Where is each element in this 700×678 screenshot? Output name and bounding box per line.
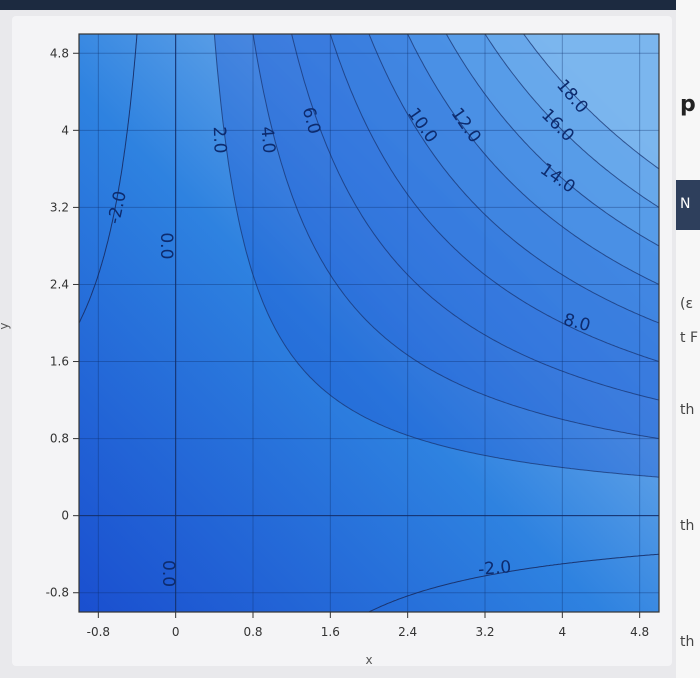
plot-border xyxy=(78,33,660,613)
right-page-strip: p N (ɛ t F th th th xyxy=(676,0,700,678)
contour-line xyxy=(484,34,659,208)
x-axis-label: x xyxy=(365,653,372,667)
contour-label: 0.0 xyxy=(156,232,176,259)
y-axis-label: y xyxy=(0,322,11,329)
contour-line xyxy=(252,34,659,440)
axis-ticks: -0.8 0 0.8 1.6 2.4 3.2 4 4.8 4.8 4 3.2 2.4 1.6 0.8 0 -0… xyxy=(46,46,650,639)
y-tick-label: -0.8 xyxy=(46,586,69,600)
contour-line xyxy=(445,34,659,247)
y-tick-label: 4.8 xyxy=(50,46,69,60)
contour-band xyxy=(485,34,659,208)
right-margin-text: th xyxy=(680,518,695,534)
x-tick-label: 3.2 xyxy=(475,625,494,639)
contour-line xyxy=(368,34,659,324)
y-tick-label: 3.2 xyxy=(50,200,69,214)
y-tick-label: 4 xyxy=(61,123,69,137)
right-margin-text: th xyxy=(680,634,695,650)
y-tick-label: 1.6 xyxy=(50,355,69,369)
contour-label: 4.0 xyxy=(256,126,278,155)
x-tick-label: 2.4 xyxy=(398,625,417,639)
contour-label: 2.0 xyxy=(209,126,230,154)
contour-line xyxy=(329,34,659,363)
right-margin-text: N xyxy=(680,196,691,212)
contour-band xyxy=(523,34,659,169)
x-tick-label: 0.8 xyxy=(243,625,262,639)
contour-band xyxy=(369,34,659,323)
x-tick-label: -0.8 xyxy=(87,625,110,639)
contour-line xyxy=(291,34,659,401)
x-tick-label: 4.8 xyxy=(630,625,649,639)
contour-line xyxy=(523,34,659,170)
x-tick-label: 0 xyxy=(172,625,180,639)
right-margin-text: p xyxy=(680,92,696,117)
x-tick-label: 4 xyxy=(559,625,567,639)
right-dark-block xyxy=(676,180,700,230)
right-margin-text: (ɛ xyxy=(680,296,694,312)
y-tick-label: 2.4 xyxy=(50,277,69,291)
contour-label: 0.0 xyxy=(158,560,178,587)
contour-band xyxy=(407,34,659,285)
contour-line-negative xyxy=(368,553,659,612)
contour-line xyxy=(213,34,659,478)
contour-line-negative xyxy=(79,34,138,324)
plot-area xyxy=(79,34,659,612)
contour-band xyxy=(291,34,659,401)
contour-band xyxy=(330,34,659,362)
contour-band xyxy=(253,34,659,439)
top-dark-bar xyxy=(0,0,700,10)
x-tick-label: 1.6 xyxy=(321,625,340,639)
contour-band xyxy=(214,34,659,478)
right-margin-text: t F xyxy=(680,330,698,346)
contour-band xyxy=(446,34,659,246)
y-tick-label: 0.8 xyxy=(50,432,69,446)
contour-line xyxy=(407,34,659,285)
right-margin-text: th xyxy=(680,402,695,418)
contour-label: -2.0 xyxy=(477,557,512,580)
y-tick-label: 0 xyxy=(61,509,69,523)
